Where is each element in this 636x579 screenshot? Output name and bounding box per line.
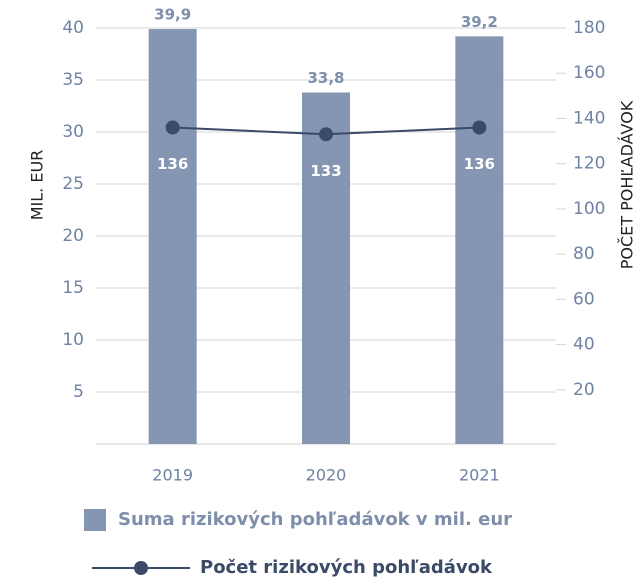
line-value-label: 133 (310, 162, 341, 180)
y2-tick-label: 20 (573, 380, 595, 400)
y2-tick-label: 60 (573, 289, 595, 309)
bar (148, 29, 197, 444)
y2-axis-title: POČET POHĽADÁVOK (618, 100, 636, 269)
y-tick-label: 30 (62, 122, 84, 142)
y2-tick-label: 40 (573, 335, 595, 355)
line-point (165, 120, 180, 135)
line-point (472, 120, 487, 135)
y-tick-label: 5 (73, 382, 84, 402)
x-tick-label: 2021 (459, 466, 500, 485)
legend-label: Počet rizikových pohľadávok (200, 557, 493, 578)
y2-tick-label: 80 (573, 244, 595, 264)
legend-label: Suma rizikových pohľadávok v mil. eur (118, 509, 512, 530)
bar-value-label: 39,9 (154, 6, 191, 24)
bar-value-label: 39,2 (461, 13, 498, 31)
y-tick-label: 15 (62, 278, 84, 298)
y2-tick-label: 180 (573, 18, 605, 38)
line-point (319, 127, 333, 142)
y-tick-label: 20 (62, 226, 84, 246)
y-axis-title: MIL. EUR (28, 150, 47, 221)
bar (455, 36, 504, 444)
legend-dot (134, 561, 148, 575)
y2-tick-label: 160 (573, 63, 605, 83)
y2-tick-label: 120 (573, 154, 605, 174)
y-tick-label: 35 (62, 70, 84, 90)
y2-tick-label: 140 (573, 108, 605, 128)
x-tick-label: 2019 (152, 466, 193, 485)
bar-value-label: 33,8 (307, 69, 344, 87)
y-tick-label: 10 (62, 330, 84, 350)
y-tick-label: 40 (62, 18, 84, 38)
legend-swatch (84, 509, 106, 531)
line-value-label: 136 (464, 155, 495, 173)
bar (302, 92, 350, 444)
x-tick-label: 2020 (306, 466, 347, 485)
y2-tick-label: 100 (573, 199, 605, 219)
y-tick-label: 25 (62, 174, 84, 194)
line-value-label: 136 (157, 155, 188, 173)
